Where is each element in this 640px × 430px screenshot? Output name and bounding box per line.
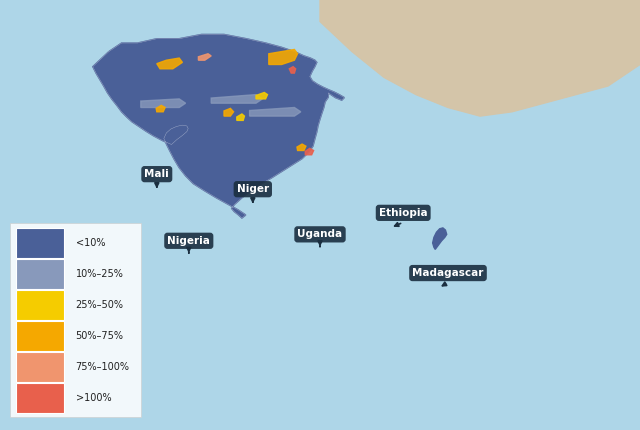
Polygon shape — [250, 108, 301, 116]
Polygon shape — [93, 34, 344, 218]
Polygon shape — [237, 114, 244, 120]
Text: Uganda: Uganda — [298, 229, 342, 240]
FancyBboxPatch shape — [16, 259, 64, 289]
Polygon shape — [289, 67, 296, 73]
Text: 10%–25%: 10%–25% — [76, 269, 124, 279]
FancyBboxPatch shape — [16, 383, 64, 413]
FancyBboxPatch shape — [16, 352, 64, 382]
FancyBboxPatch shape — [16, 228, 64, 258]
Text: Nigeria: Nigeria — [168, 236, 210, 246]
FancyBboxPatch shape — [10, 223, 141, 417]
Polygon shape — [141, 99, 186, 108]
Polygon shape — [224, 108, 234, 116]
Polygon shape — [320, 0, 640, 116]
Polygon shape — [157, 58, 182, 69]
Text: Madagascar: Madagascar — [412, 268, 484, 278]
Text: 75%–100%: 75%–100% — [76, 362, 129, 372]
Polygon shape — [433, 228, 447, 249]
Polygon shape — [269, 49, 298, 64]
Polygon shape — [297, 144, 306, 150]
Polygon shape — [198, 54, 211, 60]
FancyBboxPatch shape — [16, 290, 64, 320]
Text: 50%–75%: 50%–75% — [76, 331, 124, 341]
Text: Mali: Mali — [145, 169, 169, 179]
Text: 25%–50%: 25%–50% — [76, 300, 124, 310]
Polygon shape — [156, 105, 165, 112]
Polygon shape — [211, 95, 262, 103]
FancyBboxPatch shape — [16, 321, 64, 351]
Polygon shape — [305, 148, 314, 155]
Polygon shape — [256, 92, 268, 99]
Text: <10%: <10% — [76, 238, 105, 248]
Text: Niger: Niger — [237, 184, 269, 194]
Text: Ethiopia: Ethiopia — [379, 208, 428, 218]
Text: >100%: >100% — [76, 393, 111, 403]
